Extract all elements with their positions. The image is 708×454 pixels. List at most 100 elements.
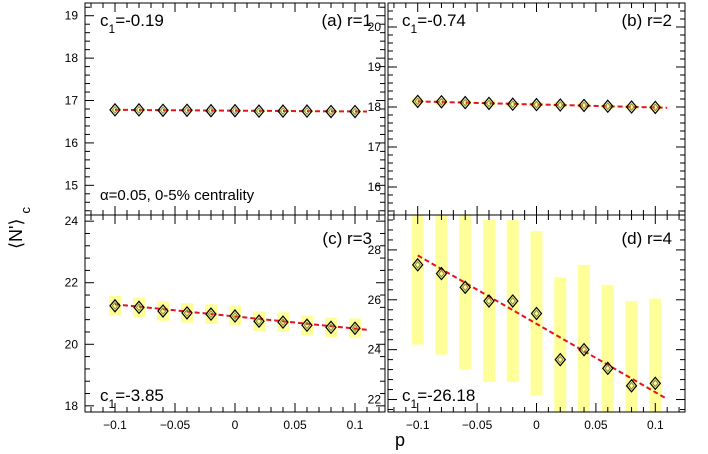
panel-content [411,94,668,115]
fit-line [114,108,368,113]
data-point [133,102,145,117]
error-band [435,98,448,105]
c1-value: =-0.19 [115,11,164,30]
data-point [301,104,313,119]
error-band [133,108,145,112]
c1-subscript: 1 [109,397,116,411]
data-point [253,104,265,119]
y-axis-title-subscript: c [18,207,33,214]
error-band [625,103,638,111]
error-band [157,301,169,321]
panel-title: (d) r=4 [621,229,672,248]
data-point [157,304,169,318]
y-tick-label: 20 [65,337,79,351]
data-point-inner [628,103,635,111]
y-tick-label: 22 [368,393,382,407]
data-point [530,97,543,112]
error-band [530,231,543,396]
data-point-inner [279,107,287,116]
error-band [482,100,495,107]
error-band [411,215,424,345]
y-axis-title-text: ⟨N'⟩ [6,219,26,249]
data-point [483,96,495,111]
data-point [578,98,590,113]
c1-annotation: c1=-0.74 [402,11,466,36]
y-tick-label: 16 [368,180,382,194]
c1-annotation: c1=-26.18 [402,386,475,411]
panel-frame [84,2,386,216]
fit-line [114,303,368,331]
data-point [301,318,313,333]
x-tick-label: −0.1 [406,418,430,432]
error-band [554,101,567,109]
y-tick-label: 24 [368,343,382,357]
data-point [349,104,361,119]
data-point-inner [303,321,311,330]
y-axis-title: ⟨N'⟩ c [6,207,33,250]
c1-subscript: 1 [109,22,116,36]
data-point-inner [159,307,167,316]
data-point-inner [135,105,143,114]
x-tick-label: 0 [533,418,540,432]
data-point-inner [183,308,191,317]
data-point-inner [485,297,493,306]
c1-subscript: 1 [411,22,418,36]
y-tick-label: 28 [368,243,382,257]
y-tick-label: 17 [368,140,382,154]
data-point-inner [557,101,564,109]
x-tick-label: −0.05 [462,418,493,432]
error-band [253,311,265,332]
data-point [459,280,472,295]
data-point-inner [461,98,469,107]
data-point [649,100,662,115]
data-point-inner [509,297,516,306]
data-point-inner [604,102,612,111]
data-point [506,97,519,112]
data-point [601,99,614,114]
y-tick-label: 17 [65,94,79,108]
error-band [578,264,591,412]
data-point-inner [485,99,493,108]
c1-value: =-26.18 [417,386,475,405]
error-band [109,108,121,112]
c1-symbol: c [402,386,411,405]
data-point [205,307,217,322]
c1-symbol: c [100,386,109,405]
error-band [554,277,567,412]
data-point-inner [414,97,421,106]
y-tick-label: 22 [65,276,79,290]
fit-line [417,100,668,109]
data-point-inner [414,260,421,269]
error-band [435,215,448,355]
data-point-inner [111,105,119,114]
error-band [601,284,614,412]
error-band [506,219,519,383]
y-tick-label: 24 [65,214,79,228]
data-point-inner [159,106,167,115]
data-point [435,94,448,109]
data-point [229,103,241,118]
error-band [601,103,614,110]
data-point-inner [207,310,215,319]
data-point [181,103,193,118]
data-point [411,257,424,272]
data-point-inner [533,309,540,318]
data-point-inner [580,101,588,110]
data-point [601,361,614,376]
panel-title: (c) r=3 [322,229,372,248]
data-point [411,94,424,109]
data-point [325,104,337,119]
error-band [459,215,472,370]
panel-frame [387,2,686,216]
data-point [554,98,567,112]
panel-content [411,215,668,412]
c1-annotation: c1=-3.85 [100,386,164,411]
data-point-inner [351,107,359,116]
data-point [625,378,638,393]
c1-value: =-0.74 [417,11,466,30]
x-tick-label: −0.1 [103,418,127,432]
data-point [483,294,495,308]
data-point-inner [509,100,516,109]
